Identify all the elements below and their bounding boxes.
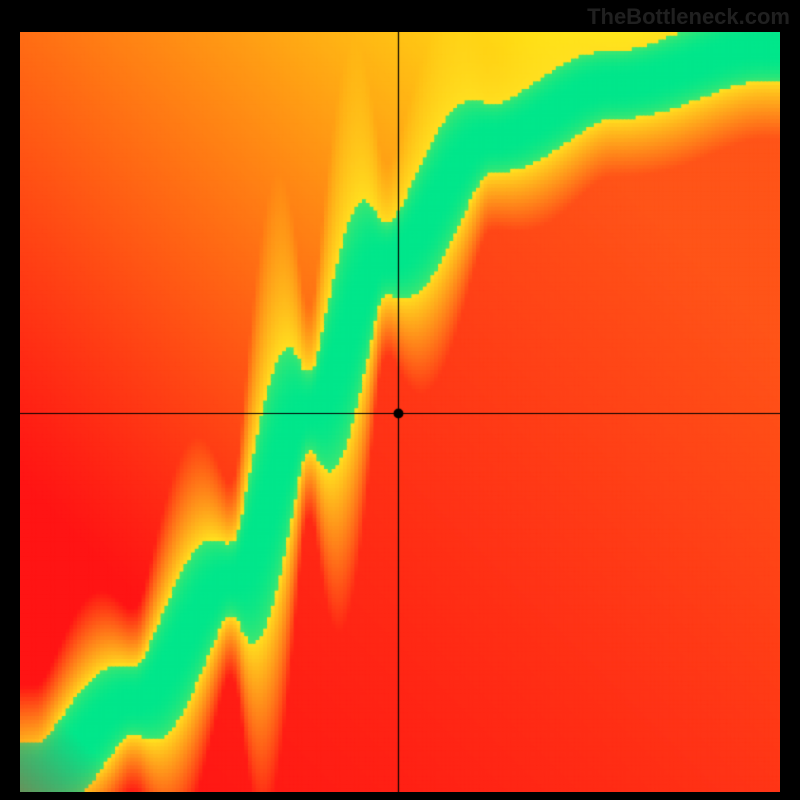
heatmap-plot: [20, 32, 780, 792]
watermark-text: TheBottleneck.com: [587, 4, 790, 30]
heatmap-canvas: [20, 32, 780, 792]
